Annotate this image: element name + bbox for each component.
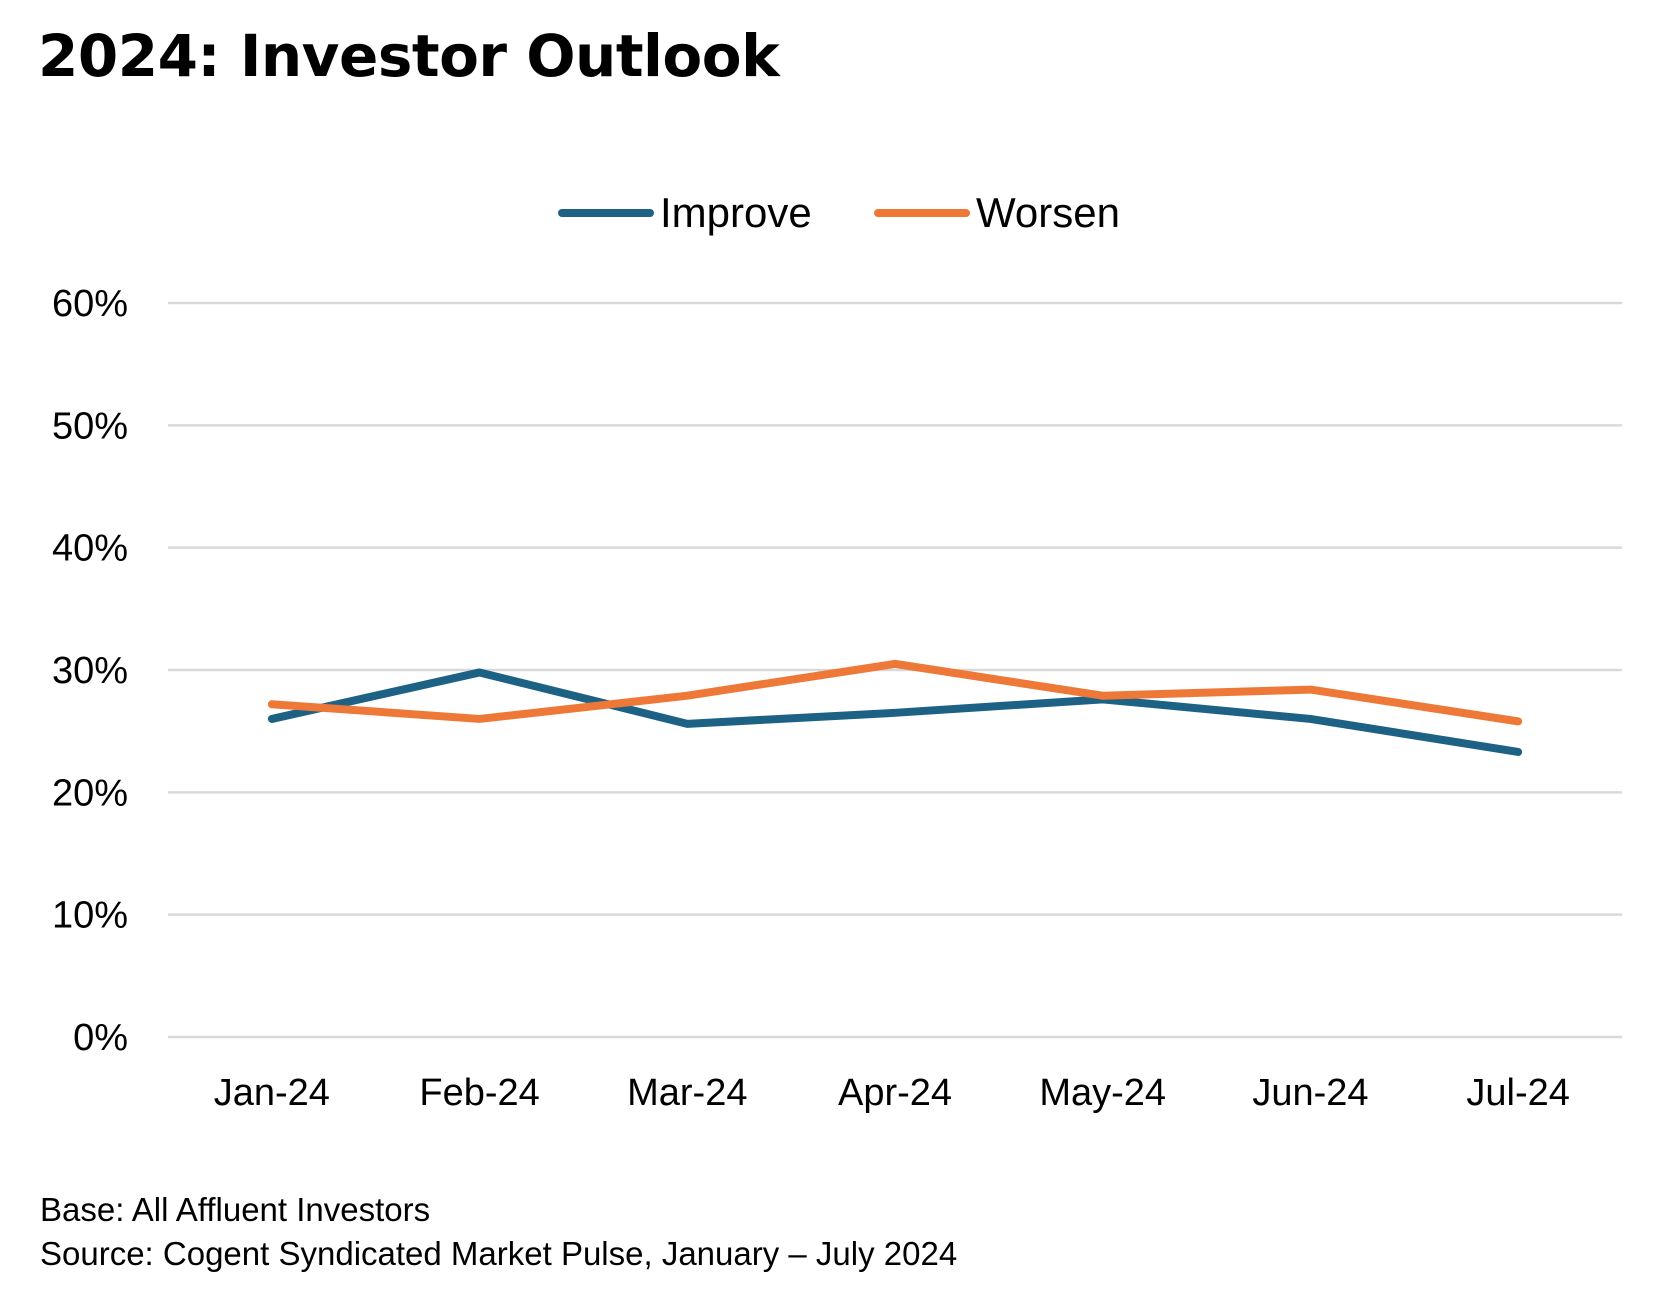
y-tick-label: 60% <box>52 283 128 325</box>
y-tick-label: 0% <box>73 1017 128 1059</box>
x-tick-label: Apr-24 <box>838 1072 952 1114</box>
series-line-improve <box>267 668 1523 756</box>
series-line-worsen <box>267 659 1523 726</box>
chart-title: 2024: Investor Outlook <box>38 22 780 90</box>
y-axis-tick-labels: 0% 10% 20% 30% 40% 50% 60% <box>52 283 128 1059</box>
y-tick-label: 50% <box>52 405 128 447</box>
source-note: Source: Cogent Syndicated Market Pulse, … <box>40 1235 958 1272</box>
x-tick-label: Feb-24 <box>419 1072 539 1114</box>
x-tick-label: Jul-24 <box>1466 1072 1570 1114</box>
y-tick-label: 10% <box>52 895 128 937</box>
x-tick-label: Jun-24 <box>1252 1072 1368 1114</box>
x-tick-label: Mar-24 <box>627 1072 747 1114</box>
series-lines <box>267 659 1523 756</box>
y-tick-label: 20% <box>52 772 128 814</box>
x-tick-label: Jan-24 <box>214 1072 330 1114</box>
x-tick-label: May-24 <box>1039 1072 1166 1114</box>
legend-label-improve: Improve <box>660 189 812 236</box>
y-tick-label: 40% <box>52 528 128 570</box>
legend: Improve Worsen <box>558 189 1120 236</box>
gridlines <box>168 301 1622 1039</box>
base-note: Base: All Affluent Investors <box>40 1191 431 1228</box>
y-tick-label: 30% <box>52 650 128 692</box>
x-axis-tick-labels: Jan-24 Feb-24 Mar-24 Apr-24 May-24 Jun-24 Jul-… <box>214 1072 1570 1114</box>
legend-label-worsen: Worsen <box>976 189 1120 236</box>
footnotes: Base: All Affluent Investors Source: Cog… <box>40 1188 957 1276</box>
